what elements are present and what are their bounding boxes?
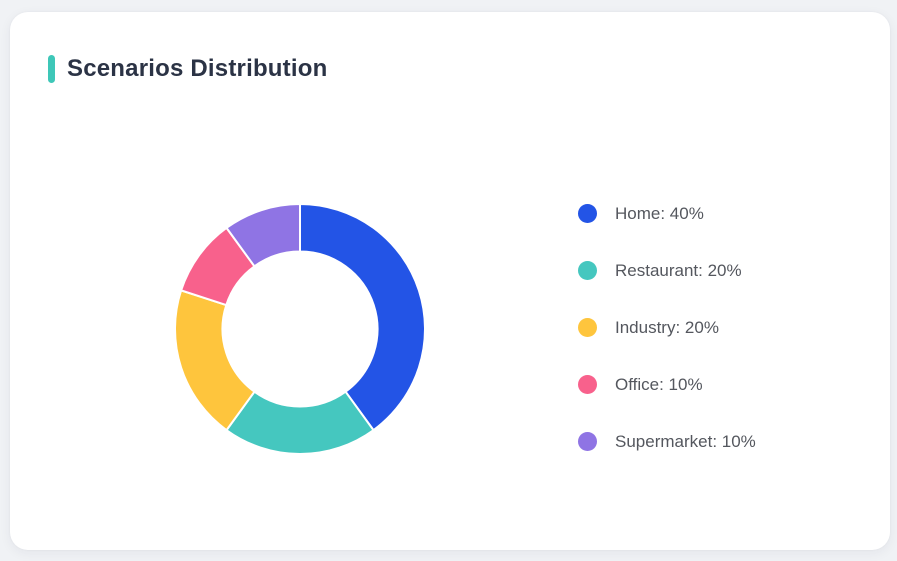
legend-item-office[interactable]: Office: 10% bbox=[578, 356, 756, 413]
legend-dot-icon bbox=[578, 318, 597, 337]
page-title: Scenarios Distribution bbox=[67, 55, 328, 82]
card-header: Scenarios Distribution bbox=[48, 55, 327, 83]
legend-label: Supermarket: 10% bbox=[615, 431, 756, 451]
legend-item-restaurant[interactable]: Restaurant: 20% bbox=[578, 242, 756, 299]
legend-dot-icon bbox=[578, 432, 597, 451]
legend-dot-icon bbox=[578, 204, 597, 223]
legend-item-supermarket[interactable]: Supermarket: 10% bbox=[578, 413, 756, 470]
donut-chart bbox=[170, 199, 430, 459]
legend-item-home[interactable]: Home: 40% bbox=[578, 185, 756, 242]
donut-slice-home[interactable] bbox=[299, 203, 426, 432]
title-accent-bar bbox=[48, 55, 55, 83]
legend-dot-icon bbox=[578, 375, 597, 394]
legend-label: Office: 10% bbox=[615, 374, 703, 394]
chart-legend: Home: 40% Restaurant: 20% Industry: 20% Off… bbox=[578, 185, 756, 470]
legend-item-industry[interactable]: Industry: 20% bbox=[578, 299, 756, 356]
legend-label: Restaurant: 20% bbox=[615, 260, 742, 280]
legend-label: Home: 40% bbox=[615, 203, 704, 223]
donut-slice-supermarket[interactable] bbox=[225, 203, 301, 268]
legend-dot-icon bbox=[578, 261, 597, 280]
scenarios-distribution-card: Scenarios Distribution Home: 40% Restaura… bbox=[10, 12, 890, 550]
donut-slice-industry[interactable] bbox=[174, 289, 256, 432]
donut-chart-svg bbox=[174, 203, 426, 455]
legend-label: Industry: 20% bbox=[615, 317, 719, 337]
